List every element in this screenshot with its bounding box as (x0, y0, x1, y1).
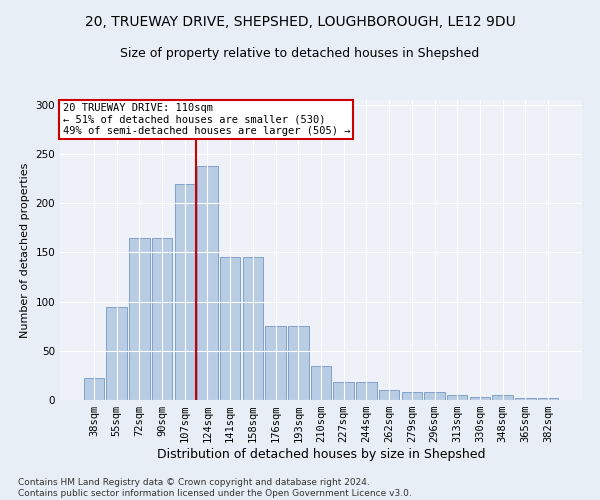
Bar (84, 378, 104, 400)
Bar (288, 326, 308, 400)
Bar (515, 398, 536, 400)
Bar (311, 366, 331, 400)
Bar (538, 398, 558, 400)
Text: Contains HM Land Registry data © Crown copyright and database right 2024.
Contai: Contains HM Land Registry data © Crown c… (18, 478, 412, 498)
Y-axis label: Number of detached properties: Number of detached properties (20, 162, 30, 338)
Bar (493, 395, 513, 400)
Bar (152, 238, 172, 400)
Bar (129, 238, 149, 400)
Bar (379, 390, 400, 400)
Text: 20, TRUEWAY DRIVE, SHEPSHED, LOUGHBOROUGH, LE12 9DU: 20, TRUEWAY DRIVE, SHEPSHED, LOUGHBOROUG… (85, 15, 515, 29)
Bar (265, 326, 286, 400)
Bar (424, 392, 445, 400)
Bar (356, 382, 377, 400)
Bar (197, 166, 218, 400)
Bar (175, 184, 195, 400)
Bar (470, 397, 490, 400)
Bar (334, 382, 354, 400)
Text: 20 TRUEWAY DRIVE: 110sqm
← 51% of detached houses are smaller (530)
49% of semi-: 20 TRUEWAY DRIVE: 110sqm ← 51% of detach… (62, 103, 350, 136)
Bar (242, 258, 263, 400)
Bar (220, 258, 241, 400)
Bar (401, 392, 422, 400)
Bar (106, 306, 127, 400)
Bar (447, 395, 467, 400)
Text: Size of property relative to detached houses in Shepshed: Size of property relative to detached ho… (121, 48, 479, 60)
X-axis label: Distribution of detached houses by size in Shepshed: Distribution of detached houses by size … (157, 448, 485, 461)
